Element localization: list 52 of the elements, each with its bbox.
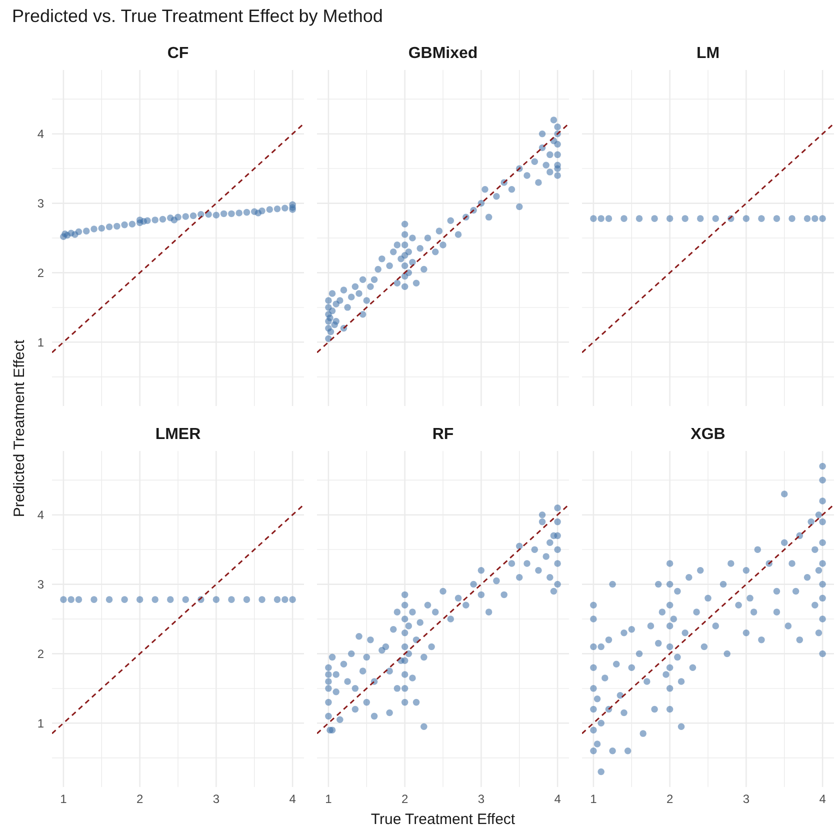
- chart-title: LMER: [155, 426, 202, 443]
- point: [121, 221, 128, 228]
- point: [90, 226, 98, 232]
- chart-title: RF: [432, 426, 454, 443]
- y-tick-label: 1: [37, 335, 44, 350]
- chart-title: CF: [167, 45, 189, 62]
- y-tick-label: 4: [37, 127, 44, 142]
- chart-title: XGB: [690, 426, 726, 443]
- point: [159, 216, 166, 223]
- x-axis-title: True Treatment Effect: [370, 811, 516, 828]
- point: [128, 220, 136, 228]
- y-tick-label: 3: [37, 577, 44, 592]
- point: [274, 205, 281, 212]
- y-tick-label: 4: [37, 508, 44, 522]
- point: [220, 210, 228, 218]
- point: [152, 216, 158, 224]
- x-tick-label: 3: [742, 792, 750, 806]
- point: [254, 210, 262, 216]
- x-tick-label: 1: [60, 792, 68, 806]
- x-tick-label: 4: [819, 792, 826, 806]
- point: [144, 217, 151, 224]
- y-tick-label: 2: [37, 646, 44, 661]
- x-tick-label: 3: [212, 792, 220, 806]
- point: [182, 213, 190, 220]
- x-tick-label: 2: [136, 792, 144, 806]
- point: [236, 210, 242, 216]
- y-tick-label: 2: [37, 266, 44, 280]
- point: [170, 216, 178, 224]
- point: [243, 208, 250, 216]
- y-tick-label: 1: [37, 716, 44, 730]
- x-tick-label: 2: [401, 792, 408, 806]
- point: [212, 212, 220, 218]
- x-tick-label: 2: [666, 792, 674, 806]
- y-axis-title: Predicted Treatment Effect: [11, 339, 28, 518]
- point: [106, 224, 113, 230]
- point: [266, 206, 274, 213]
- point: [72, 231, 78, 238]
- x-tick-label: 3: [478, 792, 485, 806]
- point: [98, 224, 106, 232]
- x-tick-label: 4: [554, 792, 562, 806]
- point: [228, 210, 235, 218]
- chart-title: GBMixed: [408, 45, 478, 62]
- x-tick-label: 4: [289, 792, 296, 806]
- point: [282, 204, 288, 212]
- x-tick-label: 1: [325, 792, 332, 806]
- text: Predicted vs. True Treatment Effect by Method: [12, 6, 383, 26]
- x-tick-label: 1: [590, 792, 598, 806]
- y-tick-label: 3: [37, 196, 44, 210]
- point: [114, 222, 120, 230]
- point: [82, 228, 90, 234]
- chart-title: LM: [696, 45, 720, 62]
- point: [190, 212, 197, 220]
